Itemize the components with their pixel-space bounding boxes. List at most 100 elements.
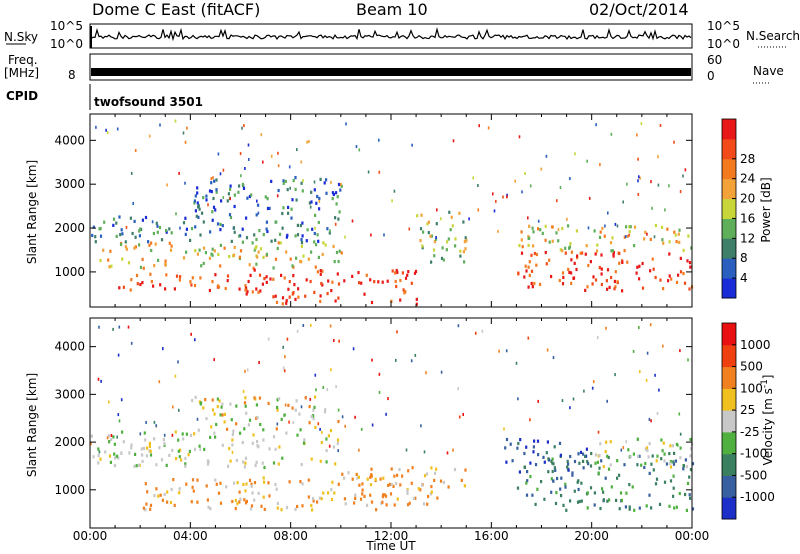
freq-frame bbox=[89, 53, 693, 81]
velocity-cell bbox=[436, 496, 439, 500]
power-cell bbox=[102, 248, 105, 252]
velocity-cell bbox=[555, 491, 558, 495]
power-cell bbox=[179, 275, 182, 279]
nave-tick-bottom: 0 bbox=[707, 69, 715, 83]
velocity-cell bbox=[163, 492, 166, 497]
power-cell bbox=[646, 232, 648, 236]
velocity-cell bbox=[658, 502, 662, 506]
velocity-cell bbox=[142, 446, 146, 450]
power-cell bbox=[550, 274, 553, 279]
velocity-cell bbox=[169, 500, 173, 505]
power-cell bbox=[419, 239, 422, 243]
power-cell bbox=[643, 237, 646, 241]
velocity-cell bbox=[245, 411, 248, 415]
power-cell bbox=[657, 155, 659, 159]
velocity-cell bbox=[330, 368, 332, 372]
velocity-cell bbox=[686, 481, 690, 485]
power-cell bbox=[215, 190, 218, 194]
velocity-cell bbox=[217, 491, 221, 495]
velocity-xtick-label: 20:00 bbox=[574, 529, 609, 543]
power-cell bbox=[561, 226, 564, 231]
power-cell bbox=[601, 226, 604, 230]
velocity-cell bbox=[110, 437, 113, 442]
power-cell bbox=[468, 217, 470, 221]
power-cell bbox=[344, 235, 346, 239]
power-cell bbox=[276, 246, 279, 251]
velocity-cell bbox=[644, 447, 647, 451]
velocity-cell bbox=[599, 442, 602, 446]
velocity-cell bbox=[309, 397, 312, 401]
velocity-cell bbox=[505, 437, 509, 442]
velocity-cell bbox=[569, 499, 572, 503]
freq-tick: 8 bbox=[68, 68, 76, 82]
velocity-cell bbox=[337, 482, 340, 486]
power-cell bbox=[688, 261, 692, 265]
velocity-cell bbox=[259, 422, 262, 427]
power-cell bbox=[91, 233, 94, 238]
velocity-cell bbox=[253, 498, 256, 502]
velocity-colorbar-frame bbox=[721, 322, 737, 520]
power-cell bbox=[238, 184, 241, 188]
velocity-cell bbox=[295, 399, 298, 403]
velocity-cell bbox=[256, 439, 259, 444]
velocity-cell bbox=[98, 325, 100, 329]
velocity-cell bbox=[296, 329, 299, 333]
power-cell bbox=[487, 126, 490, 130]
velocity-cell bbox=[382, 476, 385, 480]
power-cell bbox=[427, 231, 430, 235]
velocity-cell bbox=[622, 446, 625, 450]
velocity-cell bbox=[357, 475, 360, 479]
velocity-cell bbox=[567, 462, 570, 466]
velocity-cell bbox=[206, 498, 209, 502]
power-cell bbox=[315, 243, 318, 247]
power-cell bbox=[288, 165, 291, 169]
velocity-cell bbox=[209, 507, 212, 511]
power-cell bbox=[339, 188, 342, 192]
power-cell bbox=[623, 235, 626, 239]
velocity-colorbar-tick-label: -1000 bbox=[740, 490, 775, 504]
power-cell bbox=[173, 287, 176, 291]
power-cell bbox=[193, 199, 196, 203]
nave-tick-top: 60 bbox=[707, 53, 722, 67]
power-cell bbox=[302, 179, 304, 182]
power-cell bbox=[129, 216, 132, 220]
power-cell bbox=[194, 225, 197, 229]
power-cell bbox=[278, 232, 282, 236]
power-cell bbox=[184, 216, 187, 220]
power-cell bbox=[151, 220, 154, 224]
power-cell bbox=[248, 194, 251, 199]
velocity-cell bbox=[145, 454, 148, 458]
power-cell bbox=[637, 193, 640, 196]
power-colorbar-tick-label: 12 bbox=[740, 231, 755, 245]
power-cell bbox=[606, 287, 609, 291]
velocity-cell bbox=[358, 483, 361, 487]
velocity-cell bbox=[231, 438, 234, 442]
power-cell bbox=[477, 184, 479, 187]
velocity-cell bbox=[446, 451, 449, 455]
power-cell bbox=[318, 196, 321, 201]
velocity-cell bbox=[287, 403, 290, 407]
velocity-cell bbox=[280, 508, 283, 512]
power-cell bbox=[106, 131, 109, 135]
power-cell bbox=[593, 229, 596, 233]
power-cell bbox=[415, 302, 418, 306]
power-cell bbox=[265, 227, 268, 231]
velocity-cell bbox=[112, 327, 114, 331]
velocity-cell bbox=[691, 507, 695, 511]
power-cell bbox=[436, 208, 438, 212]
velocity-cell bbox=[177, 360, 179, 364]
velocity-cell bbox=[128, 451, 131, 455]
velocity-cell bbox=[457, 387, 459, 391]
power-cell bbox=[294, 176, 297, 180]
velocity-cell bbox=[338, 339, 340, 343]
velocity-cell bbox=[509, 442, 512, 446]
velocity-cell bbox=[398, 468, 401, 472]
power-cell bbox=[316, 270, 319, 274]
velocity-cell bbox=[396, 497, 399, 501]
velocity-cell bbox=[662, 344, 664, 348]
velocity-cell bbox=[663, 459, 666, 463]
velocity-cell bbox=[277, 462, 280, 466]
power-cell bbox=[570, 281, 573, 285]
velocity-cell bbox=[410, 359, 413, 363]
power-cell bbox=[309, 279, 312, 284]
